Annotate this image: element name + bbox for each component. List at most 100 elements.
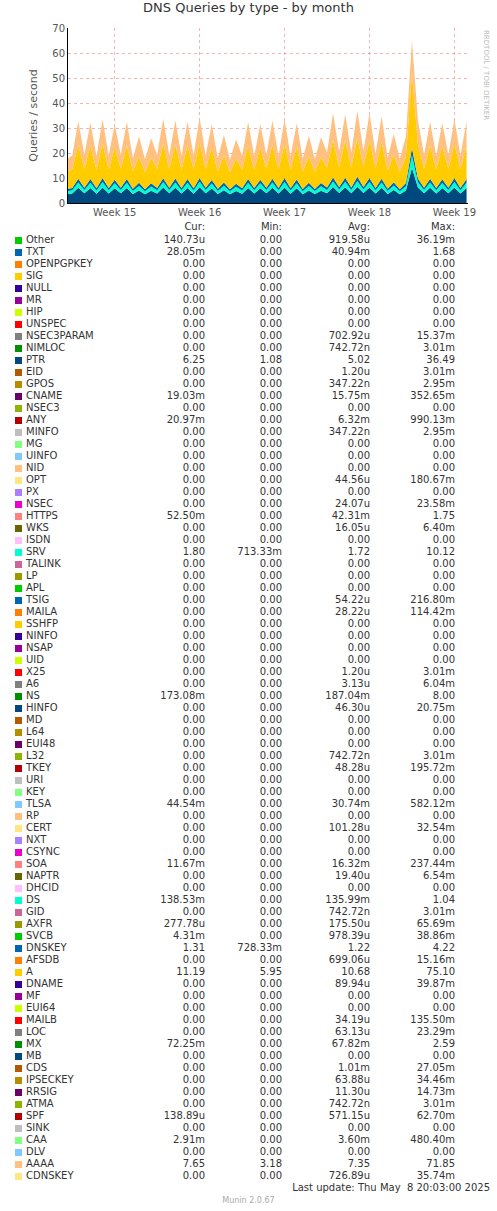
html-text:0.00: 0.00 [182,258,205,269]
html-text:0.00: 0.00 [347,270,370,281]
html-text:Other: Other [26,234,55,245]
html-text:990.13m: 990.13m [410,414,455,425]
html-text:MR: MR [26,294,42,305]
html-text:0.00: 0.00 [182,378,205,389]
html-text:0.00: 0.00 [259,258,282,269]
html-text:352.65m: 352.65m [410,390,455,401]
html-text:0.00: 0.00 [259,342,282,353]
html-text:0.00: 0.00 [182,402,205,413]
svg-text:50: 50 [52,73,65,84]
html-text:15.37m: 15.37m [416,330,455,341]
html-text:6.32m: 6.32m [338,414,370,425]
html-text:3.01m: 3.01m [423,366,455,377]
html-text:NSEC3: NSEC3 [26,402,60,413]
html-text:0.00: 0.00 [259,234,282,245]
html-text:0.00: 0.00 [259,366,282,377]
html-text:0.00: 0.00 [182,294,205,305]
svg-text:Week 15: Week 15 [93,207,136,218]
html-text:HIP: HIP [26,306,43,317]
svg-text:40: 40 [52,98,65,109]
svg-text:0: 0 [59,198,65,209]
html-text:1.68: 1.68 [432,246,455,257]
html-text:919.58u: 919.58u [328,234,370,245]
html-text:0.00: 0.00 [259,294,282,305]
html-text:36.19m: 36.19m [416,234,455,245]
html-text:0.00: 0.00 [259,402,282,413]
svg-text:30: 30 [52,123,65,134]
html-text:0.00: 0.00 [182,342,205,353]
html-text:0.00: 0.00 [347,282,370,293]
html-text:Min:: Min: [260,221,282,232]
html-text:0.00: 0.00 [259,282,282,293]
html-text:0.00: 0.00 [432,402,455,413]
html-text:0.00: 0.00 [347,402,370,413]
html-text:NULL: NULL [26,282,52,293]
html-text:36.49: 36.49 [426,354,455,365]
svg-text:Week 18: Week 18 [348,207,391,218]
html-text:0.00: 0.00 [182,330,205,341]
html-text:347.22n: 347.22n [328,378,370,389]
html-text:19.03m: 19.03m [166,390,205,401]
html-text:Max:: Max: [431,221,455,232]
svg-text:RRDTOOL / TOBI OETIKER: RRDTOOL / TOBI OETIKER [482,30,490,120]
html-text:0.00: 0.00 [259,330,282,341]
html-text:NSEC3PARAM: NSEC3PARAM [26,330,94,341]
html-text:0.00: 0.00 [259,390,282,401]
html-text:0.00: 0.00 [259,270,282,281]
html-text:GPOS: GPOS [26,378,54,389]
html-text:Avg:: Avg: [348,221,370,232]
html-text:CNAME: CNAME [26,390,63,401]
html-text:15.75m: 15.75m [331,390,370,401]
svg-text:20: 20 [52,148,65,159]
html-text:ANY: ANY [26,414,47,425]
html-text:NIMLOC: NIMLOC [26,342,66,353]
html-text:0.00: 0.00 [432,258,455,269]
svg-text:Week 19: Week 19 [433,207,476,218]
html-text:0.00: 0.00 [347,318,370,329]
html-text:6.25: 6.25 [182,354,205,365]
html-text:0.00: 0.00 [432,294,455,305]
html-text:OPENPGPKEY: OPENPGPKEY [26,258,93,269]
html-text:2.95m: 2.95m [423,378,455,389]
html-text:Cur:: Cur: [184,221,205,232]
html-text:140.73u: 140.73u [163,234,205,245]
html-text:28.05m: 28.05m [166,246,205,257]
html-text:0.00: 0.00 [432,282,455,293]
html-text:UNSPEC: UNSPEC [26,318,67,329]
html-text:0.00: 0.00 [182,270,205,281]
html-text:0.00: 0.00 [347,306,370,317]
svg-text:Week 16: Week 16 [178,207,221,218]
html-text:702.92u: 702.92u [328,330,370,341]
html-text:0.00: 0.00 [347,294,370,305]
html-text:40.94m: 40.94m [331,246,370,257]
html-text:0.00: 0.00 [432,318,455,329]
html-text:0.00: 0.00 [432,306,455,317]
html-text:0.00: 0.00 [432,270,455,281]
html-text:3.01m: 3.01m [423,342,455,353]
html-text:0.00: 0.00 [259,246,282,257]
html-text:20.97m: 20.97m [166,414,205,425]
html-text:0.00: 0.00 [182,306,205,317]
html-text:0.00: 0.00 [259,318,282,329]
html-text:SIG: SIG [26,270,43,281]
html-text:5.02: 5.02 [347,354,370,365]
html-text:0.00: 0.00 [259,306,282,317]
svg-text:70: 70 [52,23,65,34]
html-text:0.00: 0.00 [182,318,205,329]
svg-text:DNS Queries by type - by month: DNS Queries by type - by month [143,0,354,15]
html-text:EID: EID [26,366,43,377]
html-text:742.72n: 742.72n [328,342,370,353]
html-text:1.20u: 1.20u [341,366,370,377]
html-text:TXT: TXT [26,246,45,257]
html-text:0.00: 0.00 [182,366,205,377]
html-text:0.00: 0.00 [347,258,370,269]
svg-text:60: 60 [52,48,65,59]
svg-text:Week 17: Week 17 [263,207,306,218]
svg-text:10: 10 [52,173,65,184]
html-text:PTR: PTR [26,354,46,365]
svg-text:Queries / second: Queries / second [27,69,40,161]
html-text:0.00: 0.00 [259,414,282,425]
html-text:1.08: 1.08 [259,354,282,365]
html-text:0.00: 0.00 [182,282,205,293]
html-text:0.00: 0.00 [259,378,282,389]
